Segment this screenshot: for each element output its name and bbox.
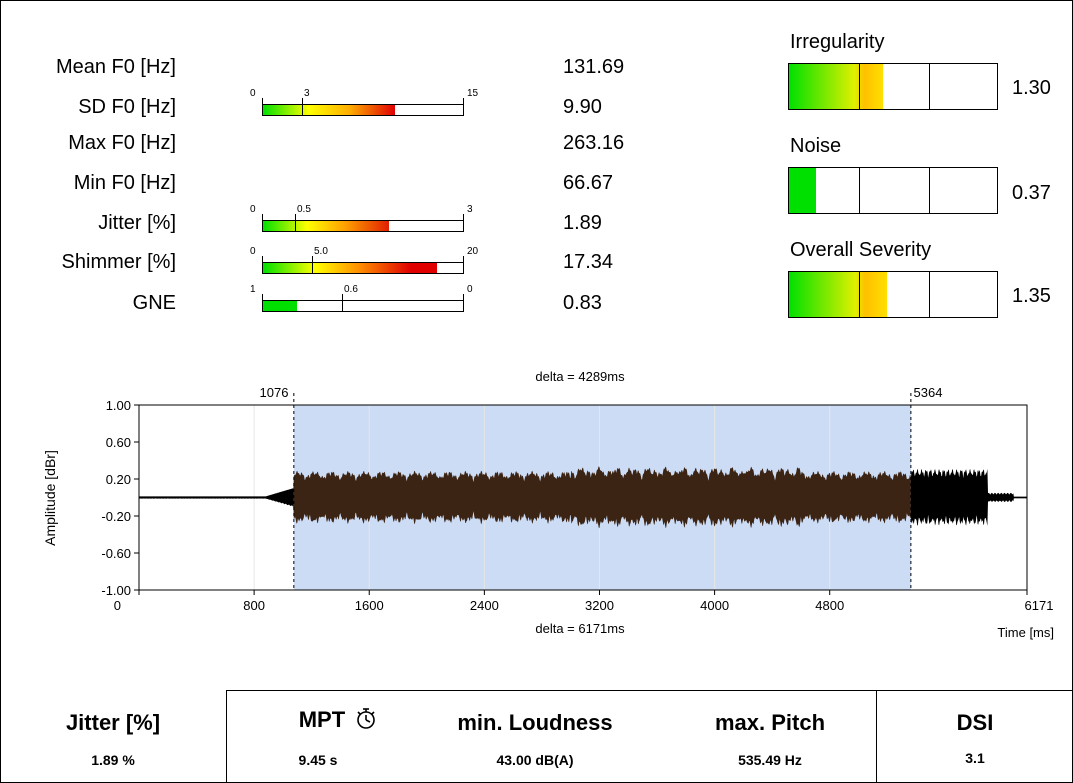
jitter-threshold-mark [295,214,296,231]
gne-value: 0.83 [563,292,602,314]
summary-max-pitch-value: 535.49 Hz [738,752,802,768]
overall-severity-bar-fill [789,272,887,317]
jitter-label: Jitter [%] [98,212,176,234]
jitter-threshold-tick: 0.5 [297,204,311,215]
max-f0-value: 263.16 [563,132,625,154]
y-tick-label: -1.00 [101,583,131,598]
jitter-value: 1.89 [563,212,602,234]
gne-min-tick: 1 [250,284,256,295]
shimmer-threshold-mark [312,256,313,273]
summary-mpt-header: MPT [278,706,398,736]
y-tick-label: -0.20 [101,509,131,524]
summary-jitter-label: Jitter [%] [65,710,161,735]
summary-dsi-label: DSI [956,710,994,735]
y-tick-label: 0.20 [106,472,131,487]
shimmer-gauge: 0 5.0 20 [250,246,478,274]
x-tick-label: 2400 [470,598,499,613]
sd-f0-gauge-fill [263,105,395,115]
shimmer-gauge-fill [263,263,437,273]
mean-f0-label: Mean F0 [Hz] [55,56,176,78]
summary-max-pitch-label: max. Pitch [714,710,826,735]
shimmer-min-tick: 0 [250,246,256,257]
y-tick-label: 1.00 [106,398,131,413]
jitter-gauge: 0 0.5 3 [250,204,473,232]
x-tick-label: 0 [114,598,121,613]
delta-bottom-label: delta = 6171ms [535,621,625,636]
waveform-post-selection [910,468,1027,526]
noise-value: 0.37 [1012,182,1051,204]
irregularity-bar [788,63,998,110]
shimmer-max-tick: 20 [467,246,479,257]
overall-severity-value: 1.35 [1012,285,1051,307]
waveform-selection [293,466,911,529]
x-tick-label: 4800 [815,598,844,613]
delta-top-label: delta = 4289ms [535,369,625,384]
sd-f0-threshold-mark [302,98,303,115]
irregularity-value: 1.30 [1012,77,1051,99]
plot-border [138,404,1028,591]
overall-severity-bar [788,271,998,318]
noise-bar-fill [789,168,816,213]
selection-end-label: 5364 [914,385,943,400]
x-tick-label: 3200 [585,598,614,613]
x-tick-label: 4000 [700,598,729,613]
shimmer-threshold-tick: 5.0 [314,246,328,257]
x-tick-label: 1600 [355,598,384,613]
y-axis-label: Amplitude [dBr] [42,450,58,546]
noise-label: Noise [790,135,842,157]
y-tick-label: 0.60 [106,435,131,450]
waveform-pre-selection [139,475,294,520]
shimmer-value: 17.34 [563,251,614,273]
sd-f0-max-tick: 15 [467,88,479,99]
gne-gauge-fill [263,301,297,311]
max-f0-label: Max F0 [Hz] [68,132,176,154]
summary-dsi-value: 3.1 [965,750,985,766]
waveform-chart[interactable]: 1.00 0.60 0.20 -0.20 -0.60 -1.000 800 1600 2400 3… [0,355,1073,675]
gne-threshold-tick: 0.6 [344,284,358,295]
summary-mpt-label: MPT [298,706,346,732]
sd-f0-label: SD F0 [Hz] [78,96,176,118]
shimmer-label: Shimmer [%] [61,251,176,273]
summary-mpt-value: 9.45 s [298,752,338,768]
sd-f0-value: 9.90 [563,96,602,118]
summary-jitter-value: 1.89 % [91,752,135,768]
selection-start-label: 1076 [260,385,289,400]
min-f0-label: Min F0 [Hz] [73,172,176,194]
summary-min-loudness-value: 43.00 dB(A) [496,752,574,768]
summary-panel [226,690,1073,783]
gne-label: GNE [132,292,176,314]
irregularity-bar-fill [789,64,883,109]
x-tick-label: 6171 [1025,598,1054,613]
mean-f0-value: 131.69 [563,56,625,78]
sd-f0-gauge: 0 3 15 [250,88,478,116]
stopwatch-icon[interactable] [355,706,377,736]
jitter-max-tick: 3 [467,204,473,215]
summary-min-loudness-label: min. Loudness [457,710,613,735]
gne-max-tick: 0 [467,284,473,295]
x-tick-label: 800 [243,598,265,613]
overall-severity-label: Overall Severity [790,239,932,261]
summary-divider [876,690,877,783]
min-f0-value: 66.67 [563,172,614,194]
sd-f0-min-tick: 0 [250,88,256,99]
jitter-min-tick: 0 [250,204,256,215]
jitter-gauge-fill [263,221,389,231]
sd-f0-threshold-tick: 3 [304,88,310,99]
x-axis-label: Time [ms] [997,625,1054,640]
irregularity-label: Irregularity [790,31,885,53]
noise-bar [788,167,998,214]
gne-gauge: 1 0.6 0 [250,284,473,312]
y-tick-label: -0.60 [101,546,131,561]
gne-threshold-mark [342,294,343,311]
